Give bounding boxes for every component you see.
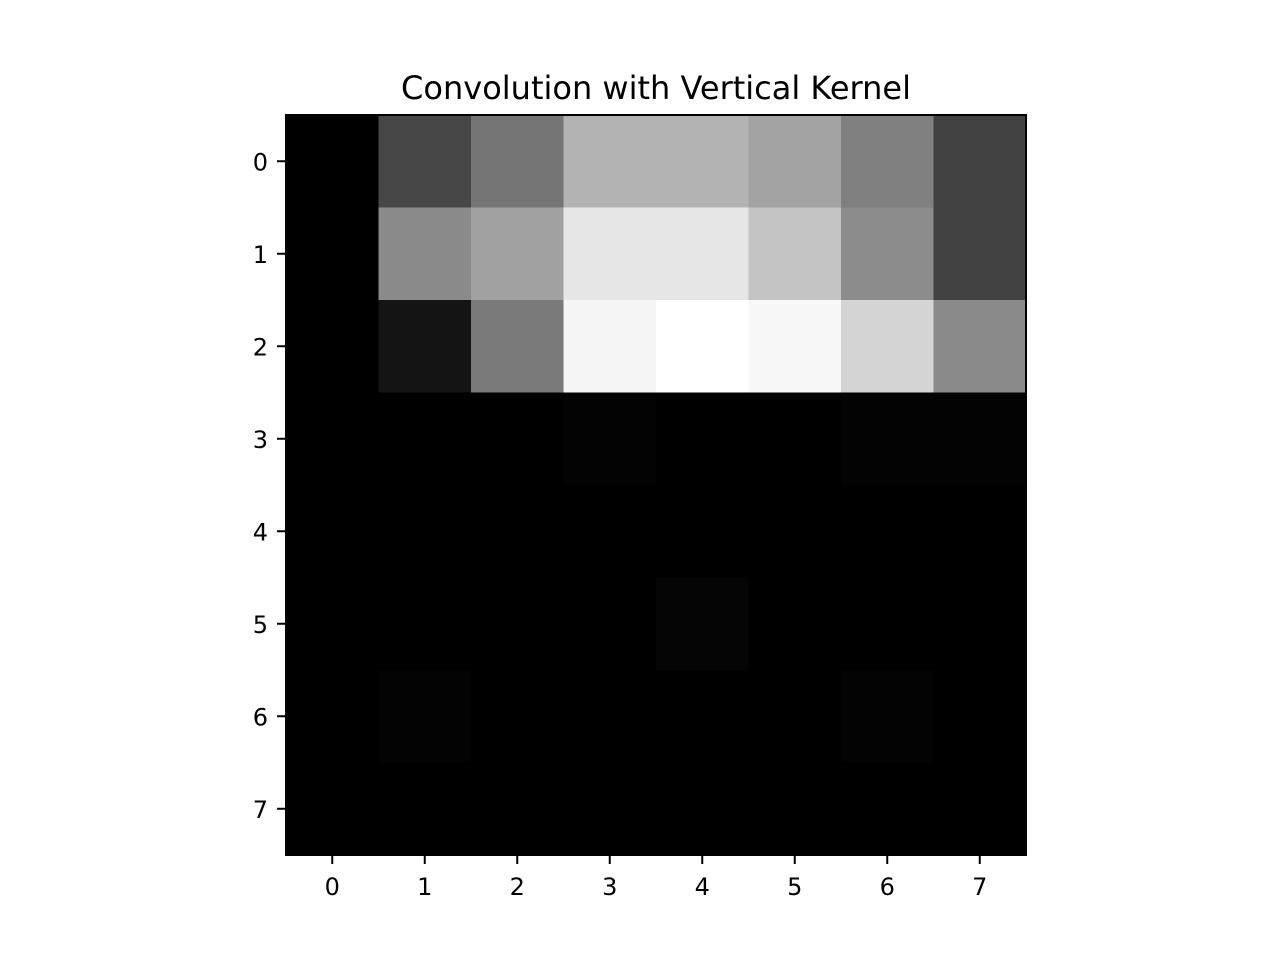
heatmap-cell-r4-c6 [841, 485, 935, 579]
heatmap-cell-r5-c7 [933, 577, 1027, 671]
heatmap-cell-r1-c6 [841, 207, 935, 301]
heatmap-cell-r4-c5 [748, 485, 842, 579]
heatmap-cell-r5-c6 [841, 577, 935, 671]
y-tick-label-5: 5 [253, 611, 268, 639]
y-tick-label-1: 1 [253, 241, 268, 269]
chart-title: Convolution with Vertical Kernel [401, 69, 911, 107]
heatmap-cell-r7-c5 [748, 762, 842, 856]
heatmap-cell-r0-c2 [471, 115, 565, 209]
y-tick-label-0: 0 [253, 148, 268, 176]
y-tick-label-2: 2 [253, 333, 268, 361]
heatmap-cell-r7-c6 [841, 762, 935, 856]
heatmap-cell-r3-c4 [656, 392, 750, 486]
heatmap-cell-r7-c1 [378, 762, 472, 856]
heatmap-cell-r1-c4 [656, 207, 750, 301]
heatmap-cell-r7-c3 [563, 762, 657, 856]
heatmap-cell-r4-c0 [286, 485, 380, 579]
heatmap-cell-r4-c7 [933, 485, 1027, 579]
heatmap-cell-r3-c3 [563, 392, 657, 486]
heatmap-cell-r6-c3 [563, 670, 657, 764]
heatmap-cell-r1-c2 [471, 207, 565, 301]
heatmap-cell-r1-c5 [748, 207, 842, 301]
x-axis: 0 1 2 3 4 5 6 7 [325, 855, 987, 901]
heatmap-cell-r0-c4 [656, 115, 750, 209]
x-tick-label-5: 5 [787, 873, 802, 901]
heatmap-cell-r5-c5 [748, 577, 842, 671]
heatmap-cell-r0-c1 [378, 115, 472, 209]
heatmap-cell-r6-c6 [841, 670, 935, 764]
x-tick-label-4: 4 [695, 873, 710, 901]
heatmap-cell-r6-c5 [748, 670, 842, 764]
heatmap-cell-r6-c7 [933, 670, 1027, 764]
heatmap-cell-r6-c1 [378, 670, 472, 764]
heatmap-cell-r5-c4 [656, 577, 750, 671]
heatmap-cell-r2-c0 [286, 300, 380, 394]
heatmap-cell-r2-c3 [563, 300, 657, 394]
x-tick-label-3: 3 [602, 873, 617, 901]
heatmap-cell-r2-c1 [378, 300, 472, 394]
heatmap-cell-r7-c7 [933, 762, 1027, 856]
heatmap-cell-r3-c1 [378, 392, 472, 486]
x-tick-label-1: 1 [417, 873, 432, 901]
heatmap-cell-r1-c0 [286, 207, 380, 301]
heatmap-cell-r4-c3 [563, 485, 657, 579]
y-tick-label-6: 6 [253, 703, 268, 731]
x-tick-label-2: 2 [510, 873, 525, 901]
heatmap-cell-r0-c3 [563, 115, 657, 209]
heatmap-cell-r2-c6 [841, 300, 935, 394]
heatmap-cell-r3-c5 [748, 392, 842, 486]
y-tick-label-3: 3 [253, 426, 268, 454]
heatmap-cell-r2-c7 [933, 300, 1027, 394]
heatmap-cell-r3-c6 [841, 392, 935, 486]
heatmap-cell-r5-c0 [286, 577, 380, 671]
heatmap-cell-r0-c7 [933, 115, 1027, 209]
x-tick-label-6: 6 [880, 873, 895, 901]
heatmap-cell-r6-c0 [286, 670, 380, 764]
heatmap-cell-r7-c0 [286, 762, 380, 856]
heatmap-cell-r4-c2 [471, 485, 565, 579]
y-tick-label-7: 7 [253, 796, 268, 824]
heatmap-cell-r7-c4 [656, 762, 750, 856]
heatmap-cell-r5-c1 [378, 577, 472, 671]
y-tick-label-4: 4 [253, 518, 268, 546]
heatmap-cell-r0-c0 [286, 115, 380, 209]
heatmap-cell-r6-c2 [471, 670, 565, 764]
heatmap-cell-r2-c2 [471, 300, 565, 394]
heatmap-cells [286, 115, 1027, 856]
x-tick-label-7: 7 [972, 873, 987, 901]
heatmap-cell-r1-c3 [563, 207, 657, 301]
heatmap-cell-r4-c4 [656, 485, 750, 579]
heatmap-cell-r5-c3 [563, 577, 657, 671]
axes-frame [285, 114, 1027, 856]
heatmap-cell-r3-c0 [286, 392, 380, 486]
heatmap-cell-r0-c5 [748, 115, 842, 209]
heatmap-cell-r2-c5 [748, 300, 842, 394]
heatmap-cell-r1-c1 [378, 207, 472, 301]
heatmap-cell-r2-c4 [656, 300, 750, 394]
x-tick-label-0: 0 [325, 873, 340, 901]
heatmap-cell-r7-c2 [471, 762, 565, 856]
heatmap-cell-r0-c6 [841, 115, 935, 209]
y-axis: 0 1 2 3 4 5 6 7 [253, 148, 286, 824]
heatmap-cell-r5-c2 [471, 577, 565, 671]
heatmap-cell-r4-c1 [378, 485, 472, 579]
heatmap-cell-r3-c7 [933, 392, 1027, 486]
heatmap-cell-r1-c7 [933, 207, 1027, 301]
heatmap-cell-r6-c4 [656, 670, 750, 764]
heatmap-cell-r3-c2 [471, 392, 565, 486]
